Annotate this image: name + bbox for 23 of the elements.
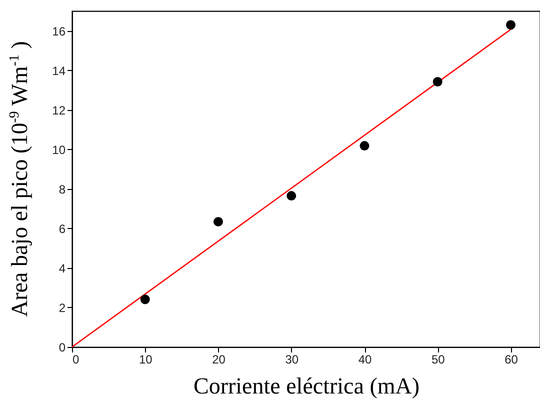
y-tick-label: 12 <box>52 103 66 118</box>
y-tick-label: 2 <box>58 300 66 315</box>
x-tick-label: 0 <box>72 352 80 366</box>
point <box>360 141 370 151</box>
x-tick-label: 50 <box>431 352 446 366</box>
x-tick-label: 40 <box>358 352 372 366</box>
point <box>286 191 296 201</box>
y-tick-label: 6 <box>58 222 66 236</box>
y-tick-label: 0 <box>58 340 66 354</box>
point <box>506 20 516 30</box>
x-axis-title: Corriente eléctrica (mA) <box>193 374 420 398</box>
x-tick-label: 60 <box>504 352 518 366</box>
y-tick-label: 14 <box>52 64 66 78</box>
x-tick-label: 10 <box>138 352 153 366</box>
y-tick-label: 4 <box>58 261 66 276</box>
point <box>214 216 223 226</box>
point <box>432 77 442 86</box>
x-tick-label: 30 <box>285 352 299 366</box>
point <box>140 294 150 304</box>
y-tick-label: 16 <box>52 24 66 38</box>
x-tick-label: 20 <box>212 352 226 366</box>
y-tick-label: 10 <box>52 142 66 157</box>
y-tick-label: 8 <box>58 182 66 196</box>
